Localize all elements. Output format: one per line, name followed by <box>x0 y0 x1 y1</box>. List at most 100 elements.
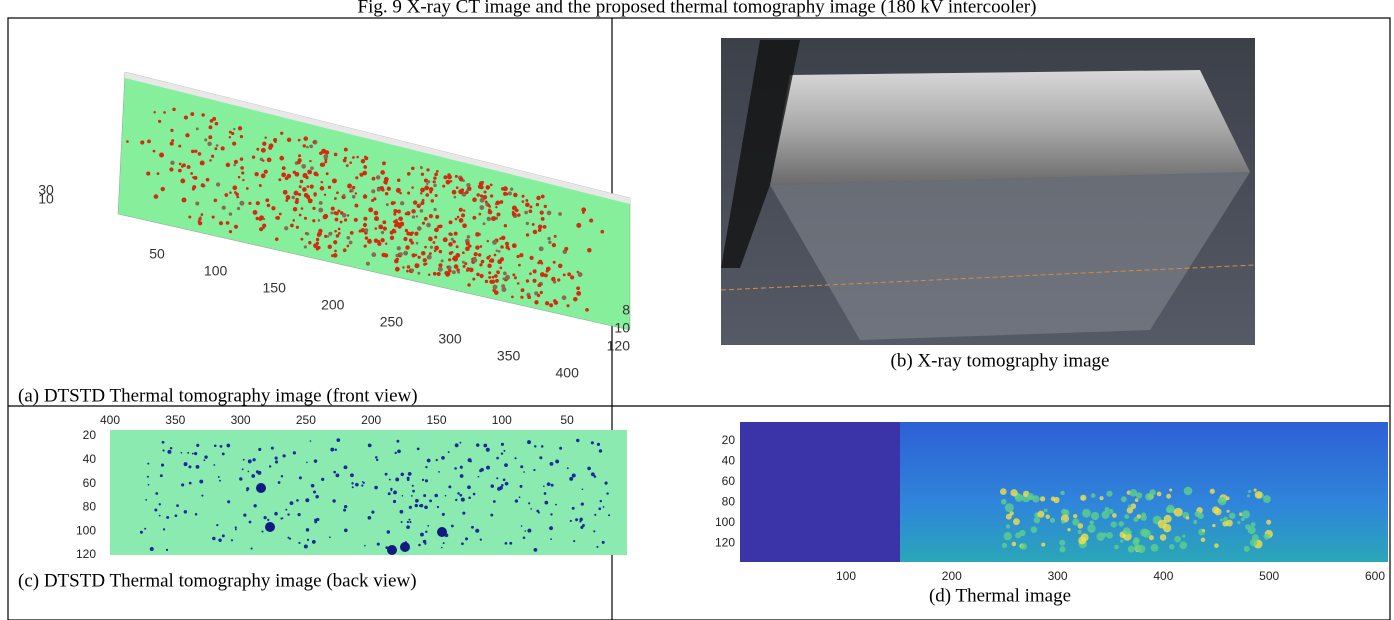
point <box>480 539 482 541</box>
point <box>194 150 197 153</box>
point <box>476 443 479 446</box>
point <box>407 265 410 268</box>
point <box>411 186 414 189</box>
point <box>347 184 352 189</box>
point <box>286 174 291 179</box>
point <box>490 514 493 517</box>
point <box>374 227 377 230</box>
point <box>262 226 264 228</box>
point <box>526 222 529 225</box>
spot <box>1106 491 1112 497</box>
point <box>395 267 400 272</box>
point <box>145 499 147 501</box>
point <box>343 509 346 512</box>
point <box>520 485 523 488</box>
point <box>448 232 451 235</box>
point <box>541 217 545 221</box>
point <box>490 258 495 263</box>
figure-title: Fig. 9 X-ray CT image and the proposed t… <box>358 0 1037 17</box>
point <box>350 473 354 477</box>
point <box>500 200 504 204</box>
spot <box>1202 529 1205 532</box>
point <box>424 505 428 509</box>
point <box>443 542 445 544</box>
point <box>271 447 274 450</box>
point <box>479 205 484 210</box>
point <box>188 216 191 219</box>
spot <box>1078 530 1082 534</box>
spot <box>1101 511 1109 519</box>
point <box>243 459 245 461</box>
point <box>385 192 388 195</box>
point <box>527 295 531 299</box>
point <box>427 525 429 527</box>
point <box>405 245 410 250</box>
point <box>311 484 315 488</box>
point <box>476 273 480 277</box>
spot <box>1263 495 1271 503</box>
point <box>435 194 438 197</box>
point <box>363 223 367 227</box>
point <box>488 276 491 279</box>
point <box>499 486 503 490</box>
point <box>395 452 397 454</box>
point <box>435 215 439 219</box>
point <box>459 218 464 223</box>
point <box>286 195 291 200</box>
point <box>537 283 541 287</box>
point <box>368 207 373 212</box>
point <box>371 511 374 514</box>
point <box>515 499 518 502</box>
point <box>201 213 204 216</box>
spot <box>1044 508 1048 512</box>
spot <box>1214 543 1219 548</box>
point <box>498 250 501 253</box>
point <box>593 530 595 532</box>
point <box>511 296 514 299</box>
point <box>336 234 340 238</box>
point <box>579 518 582 521</box>
point <box>331 254 334 257</box>
point <box>241 171 244 174</box>
point <box>422 199 425 202</box>
spot <box>1186 516 1189 519</box>
point <box>366 262 370 266</box>
point <box>479 263 482 266</box>
spot <box>1059 540 1065 546</box>
spot <box>1123 527 1130 534</box>
point <box>349 241 353 245</box>
point <box>263 218 265 220</box>
point <box>312 219 315 222</box>
point <box>494 254 497 257</box>
point <box>447 173 450 176</box>
point <box>417 226 422 231</box>
point <box>569 477 573 481</box>
point <box>216 524 218 526</box>
point <box>212 216 215 219</box>
point <box>438 471 440 473</box>
point <box>176 504 179 507</box>
point <box>413 200 417 204</box>
point <box>425 479 428 482</box>
point <box>462 223 467 228</box>
point <box>572 507 575 510</box>
point <box>167 450 171 454</box>
point <box>395 254 398 257</box>
spot <box>1091 493 1096 498</box>
point <box>214 444 217 447</box>
spot <box>1010 489 1017 496</box>
point <box>415 499 419 503</box>
spot <box>1135 498 1139 502</box>
spot <box>1041 543 1045 547</box>
point <box>392 229 396 233</box>
point <box>491 484 495 488</box>
point <box>364 545 366 547</box>
point <box>427 255 432 260</box>
point <box>368 516 372 520</box>
point <box>509 542 512 545</box>
point <box>310 185 314 189</box>
point <box>304 217 307 220</box>
point <box>591 441 594 444</box>
point <box>433 208 436 211</box>
point <box>221 146 225 150</box>
